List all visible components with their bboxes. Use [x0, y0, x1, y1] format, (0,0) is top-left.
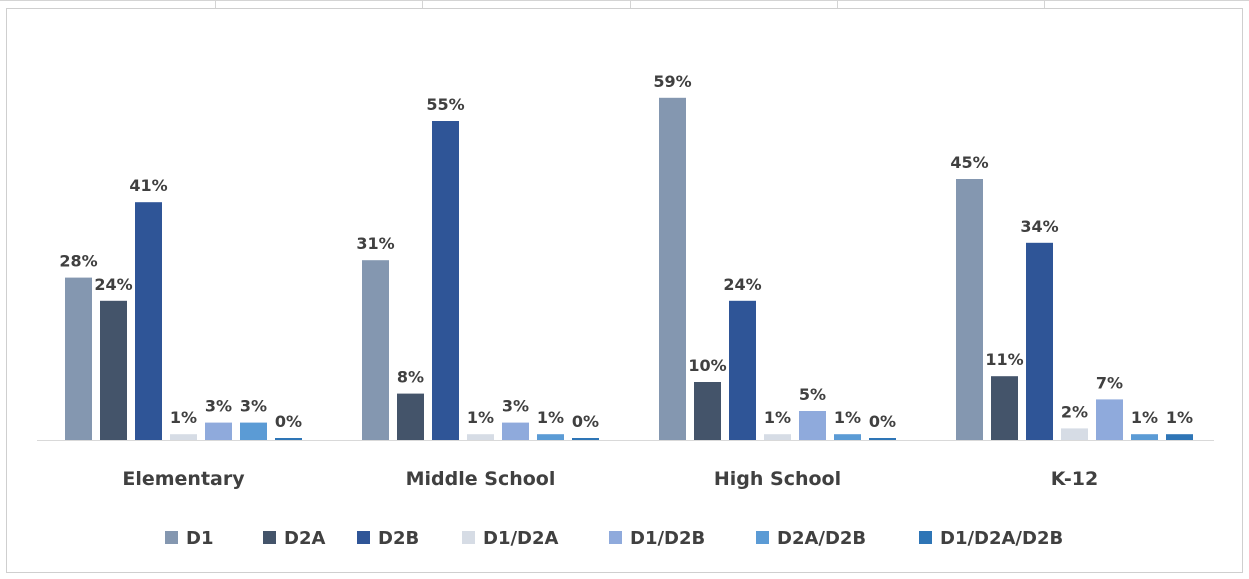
data-label: 45% [950, 153, 988, 172]
bar-d2a-d2b-elementary [240, 422, 267, 440]
bar-d1-elementary [65, 277, 92, 440]
bar-d1-d2a-d2b-middle-school [572, 438, 599, 440]
data-label: 0% [275, 412, 302, 431]
bar-d1-d2a-d2b-high-school [869, 438, 896, 440]
column-dividers [0, 0, 1249, 8]
legend-label: D2A [284, 528, 325, 549]
data-label: 3% [205, 397, 232, 416]
bar-d1-d2b-k-12 [1096, 399, 1123, 440]
legend-label: D2B [378, 528, 419, 549]
data-label: 1% [1166, 408, 1193, 427]
bar-d2b-middle-school [432, 121, 459, 440]
data-label: 24% [94, 275, 132, 294]
legend-label: D1 [186, 528, 213, 549]
spreadsheet-column-strip [0, 0, 1249, 8]
data-label: 0% [869, 412, 896, 431]
bar-d2a-k-12 [991, 376, 1018, 440]
category-label: Middle School [406, 468, 556, 490]
bar-d1-d2b-high-school [799, 411, 826, 440]
data-label: 41% [129, 176, 167, 195]
data-label: 55% [426, 95, 464, 114]
category-labels-group: Elementary Middle School High School K-12 [122, 468, 1098, 490]
data-label: 3% [240, 397, 267, 416]
data-label: 1% [170, 408, 197, 427]
data-label: 1% [1131, 408, 1158, 427]
legend-label: D2A/D2B [777, 528, 866, 549]
bar-d2a-high-school [694, 382, 721, 440]
legend-swatch [263, 531, 276, 544]
bar-d2a-d2b-middle-school [537, 434, 564, 440]
bar-d2a-d2b-k-12 [1131, 434, 1158, 440]
legend: D1 D2A D2B D1/D2A D1/D2B D2A/D2B D1/D2A/D2B [165, 528, 1063, 549]
category-label: K-12 [1051, 468, 1098, 490]
data-label: 34% [1020, 217, 1058, 236]
data-label: 1% [467, 408, 494, 427]
legend-swatch [357, 531, 370, 544]
data-label: 8% [397, 368, 424, 387]
data-label: 7% [1096, 373, 1123, 392]
data-label: 1% [764, 408, 791, 427]
bar-d2b-high-school [729, 300, 756, 440]
data-label: 3% [502, 397, 529, 416]
data-labels-group: 28% 24% 41% 1% 3% 3% 0% 31% 8% 55% 1% 3% 1% 0% 59% 10% 2… [59, 72, 1193, 431]
legend-label: D1/D2A/D2B [940, 528, 1063, 549]
category-label: Elementary [122, 468, 245, 490]
legend-swatch [462, 531, 475, 544]
data-label: 5% [799, 385, 826, 404]
data-label: 31% [356, 234, 394, 253]
bar-d1-d2a-d2b-k-12 [1166, 434, 1193, 440]
bar-d2a-elementary [100, 300, 127, 440]
data-label: 28% [59, 252, 97, 271]
bar-d2b-elementary [135, 202, 162, 440]
bars-group [65, 97, 1193, 441]
bar-d2b-k-12 [1026, 242, 1053, 440]
bar-d1-d2a-high-school [764, 434, 791, 440]
data-label: 10% [688, 356, 726, 375]
bar-d1-middle-school [362, 260, 389, 440]
bar-d1-d2a-middle-school [467, 434, 494, 440]
bar-d1-d2b-elementary [205, 422, 232, 440]
legend-swatch [756, 531, 769, 544]
legend-label: D1/D2B [630, 528, 705, 549]
legend-label: D1/D2A [483, 528, 559, 549]
data-label: 2% [1061, 402, 1088, 421]
bar-d1-high-school [659, 97, 686, 441]
data-label: 59% [653, 72, 691, 91]
legend-swatch [919, 531, 932, 544]
bar-d1-k-12 [956, 179, 983, 440]
data-label: 11% [985, 350, 1023, 369]
legend-swatch [609, 531, 622, 544]
data-label: 1% [537, 408, 564, 427]
data-label: 1% [834, 408, 861, 427]
bar-d1-d2a-k-12 [1061, 428, 1088, 440]
legend-swatch [165, 531, 178, 544]
bar-d2a-d2b-high-school [834, 434, 861, 440]
bar-d2a-middle-school [397, 393, 424, 440]
bar-d1-d2a-d2b-elementary [275, 438, 302, 440]
category-label: High School [714, 468, 841, 490]
bar-d1-d2a-elementary [170, 434, 197, 440]
data-label: 0% [572, 412, 599, 431]
bar-d1-d2b-middle-school [502, 422, 529, 440]
data-label: 24% [723, 275, 761, 294]
